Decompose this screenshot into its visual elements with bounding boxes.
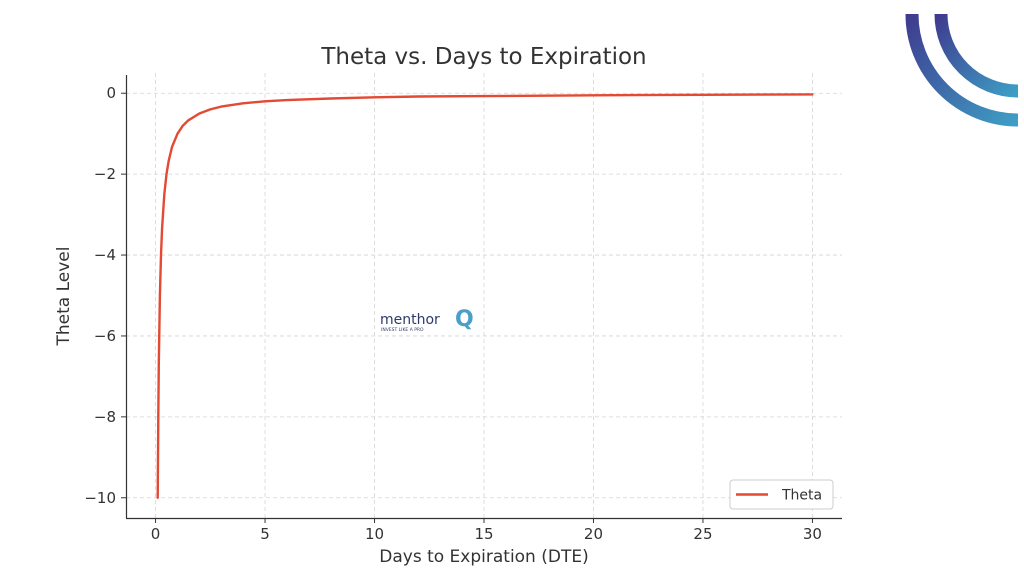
series-layer — [156, 93, 814, 499]
concentric-arcs-logo — [905, 13, 1019, 127]
y-tick-label: −2 — [94, 165, 116, 183]
y-tick-label: −6 — [94, 327, 116, 345]
x-tick-label: 5 — [260, 525, 270, 543]
grid — [126, 73, 842, 518]
x-tick-label: 20 — [584, 525, 603, 543]
legend-box — [729, 479, 834, 510]
y-axis-title: Theta Level — [54, 247, 74, 347]
y-tick-label: 0 — [106, 84, 116, 102]
y-tick-label: −8 — [94, 408, 116, 426]
x-tick-label: 0 — [151, 525, 161, 543]
x-tick-label: 10 — [365, 525, 384, 543]
watermark-tagline: INVEST LIKE A PRO — [381, 327, 424, 333]
watermark-q-mark: Q — [455, 307, 474, 332]
menthorq-watermark: menthor Q INVEST LIKE A PRO — [380, 307, 474, 333]
x-tick-label: 15 — [474, 525, 493, 543]
y-tick-label: −4 — [94, 246, 116, 264]
x-tick-label: 25 — [693, 525, 712, 543]
legend-label: Theta — [781, 488, 822, 504]
series-line-theta — [156, 93, 814, 499]
x-axis-title: Days to Expiration (DTE) — [379, 547, 588, 567]
ticks: 0 5 10 15 20 25 30 0 −2 −4 −6 −8 −10 — [84, 84, 822, 543]
chart-title: Theta vs. Days to Expiration — [320, 44, 646, 70]
legend: Theta — [729, 479, 834, 510]
x-tick-label: 30 — [803, 525, 822, 543]
y-tick-label: −10 — [84, 489, 116, 507]
watermark-brand: menthor — [380, 312, 440, 328]
